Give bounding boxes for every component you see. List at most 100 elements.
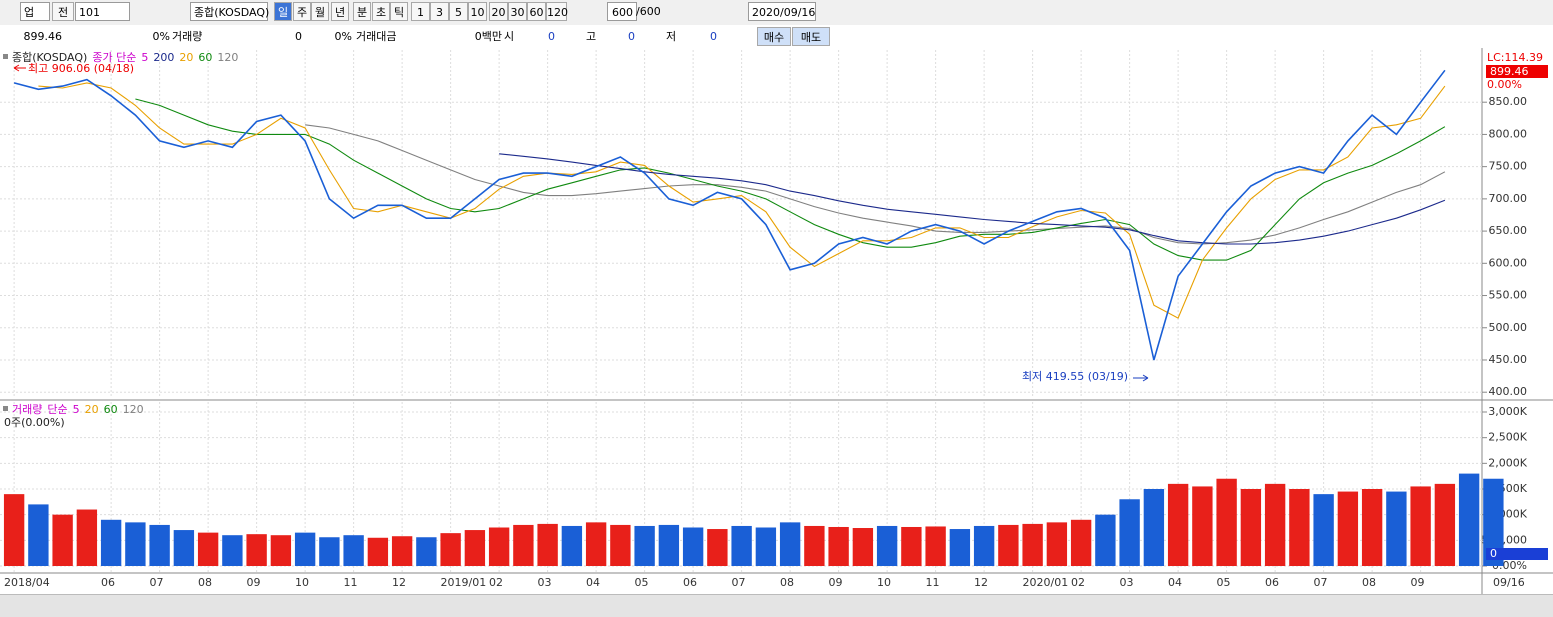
- volume-bar: [28, 504, 49, 566]
- buy[interactable]: 매수: [757, 27, 791, 46]
- x-tick-label: 11: [926, 576, 940, 589]
- amount: 0백만: [474, 30, 502, 43]
- legend-item: 120: [123, 403, 144, 416]
- low: 0: [710, 30, 717, 43]
- y-tick-label: 550.00: [1489, 289, 1528, 302]
- legend-item: 종가 단순: [92, 51, 136, 64]
- y-tick-label: 850.00: [1489, 95, 1528, 108]
- item[interactable]: 년: [331, 2, 349, 21]
- market[interactable]: 업: [20, 2, 50, 21]
- last-box: [1486, 65, 1548, 78]
- open: 0: [548, 30, 555, 43]
- volume-bar: [222, 535, 243, 566]
- volume-bar: [1313, 494, 1334, 566]
- volume-bar: [3, 494, 25, 566]
- x-tick-label: 08: [780, 576, 794, 589]
- volume-bar: [1410, 486, 1431, 566]
- x-tick-label: 12: [974, 576, 988, 589]
- legend-item: 종합(KOSDAQ): [12, 51, 87, 64]
- volume-bar: [779, 522, 801, 566]
- item[interactable]: 20: [489, 2, 508, 21]
- scrollbar: [0, 594, 1553, 617]
- count[interactable]: 600: [607, 2, 637, 21]
- info-bar: 899.46 0% 거래량 0 0% 거래대금 0백만 시 0 고 0 저 0 매수 매도: [0, 25, 1553, 48]
- ma-line: [305, 124, 1446, 245]
- x-tick-label: 04: [586, 576, 600, 589]
- legend-item: 5: [141, 51, 148, 64]
- volume-bar: [294, 532, 316, 566]
- y-tick-label: 2,500K: [1488, 431, 1527, 444]
- item[interactable]: 초: [372, 2, 390, 21]
- ma-line: [499, 153, 1446, 245]
- volume-bar: [973, 525, 995, 566]
- y-tick-label: 3,000K: [1488, 405, 1527, 418]
- volume-bar: [901, 526, 922, 566]
- item[interactable]: 5: [449, 2, 468, 21]
- volume-bar: [343, 535, 364, 566]
- item[interactable]: 주: [293, 2, 311, 21]
- volume-bar: [610, 524, 631, 566]
- item[interactable]: 일: [274, 2, 292, 21]
- x-tick-label: 02: [1071, 576, 1085, 589]
- volume-bar: [804, 525, 825, 566]
- item[interactable]: 30: [508, 2, 527, 21]
- arrow: [13, 64, 26, 72]
- x-tick-label: 05: [1217, 576, 1231, 589]
- date[interactable]: 2020/09/16: [748, 2, 816, 21]
- high: 0: [628, 30, 635, 43]
- item[interactable]: 틱: [390, 2, 408, 21]
- item[interactable]: 10: [468, 2, 487, 21]
- item[interactable]: 월: [311, 2, 329, 21]
- open-label: 시: [504, 30, 515, 43]
- y-tick-label: 450.00: [1489, 353, 1528, 366]
- item[interactable]: 120: [546, 2, 568, 21]
- current-label: 0: [1490, 547, 1497, 560]
- item[interactable]: 3: [430, 2, 449, 21]
- ma-line: [135, 98, 1446, 261]
- volume-bar: [852, 528, 874, 566]
- legend-item: 200: [153, 51, 174, 64]
- y-tick-label: 800.00: [1489, 127, 1528, 140]
- x-tick-label: 03: [1120, 576, 1134, 589]
- volume-bar: [76, 509, 98, 566]
- item[interactable]: 1: [411, 2, 430, 21]
- volume-bar: [270, 535, 292, 566]
- x-tick-label: 07: [1314, 576, 1328, 589]
- x-tick-label: 07: [150, 576, 164, 589]
- x-tick-label: 06: [683, 576, 697, 589]
- legend-icon: [3, 406, 8, 411]
- x-tick-label: 07: [732, 576, 746, 589]
- volume-bar: [52, 514, 73, 566]
- prev[interactable]: 전: [52, 2, 74, 21]
- legend-item: 20: [179, 51, 193, 64]
- volume-bar: [1216, 478, 1237, 566]
- y-tick-label: 750.00: [1489, 160, 1528, 173]
- code[interactable]: 101: [75, 2, 130, 21]
- ma-line: [38, 82, 1446, 319]
- volume-bar: [561, 525, 583, 566]
- item[interactable]: 분: [353, 2, 371, 21]
- y-tick-label: 2,000K: [1488, 456, 1527, 469]
- x-tick-label: 2020/01: [1023, 576, 1069, 589]
- item[interactable]: 60: [527, 2, 546, 21]
- sell[interactable]: 매도: [792, 27, 830, 46]
- volume-bar: [149, 524, 170, 566]
- legend-item: 단순: [47, 403, 67, 416]
- volume-bar: [125, 522, 146, 566]
- volume-change: 0%: [334, 30, 352, 43]
- volume-bar: [1119, 499, 1140, 566]
- chart: 400.00 450.00 500.00 550.00 600.00 650.00 700.…: [0, 48, 1553, 594]
- low-annotation: 최저 419.55 (03/19): [1022, 370, 1128, 383]
- volume-bar: [440, 533, 461, 566]
- name[interactable]: 종합(KOSDAQ): [190, 2, 269, 21]
- volume-bar: [1264, 483, 1286, 566]
- legend-item: 60: [104, 403, 118, 416]
- change-label: 0.00%: [1487, 78, 1522, 91]
- volume-bar: [1143, 489, 1165, 566]
- x-tick-label: 08: [198, 576, 212, 589]
- arrow: [1133, 374, 1149, 382]
- change: 0%: [152, 30, 170, 43]
- y-tick-label: 500.00: [1489, 321, 1528, 334]
- lc-label: LC:114.39: [1487, 51, 1543, 64]
